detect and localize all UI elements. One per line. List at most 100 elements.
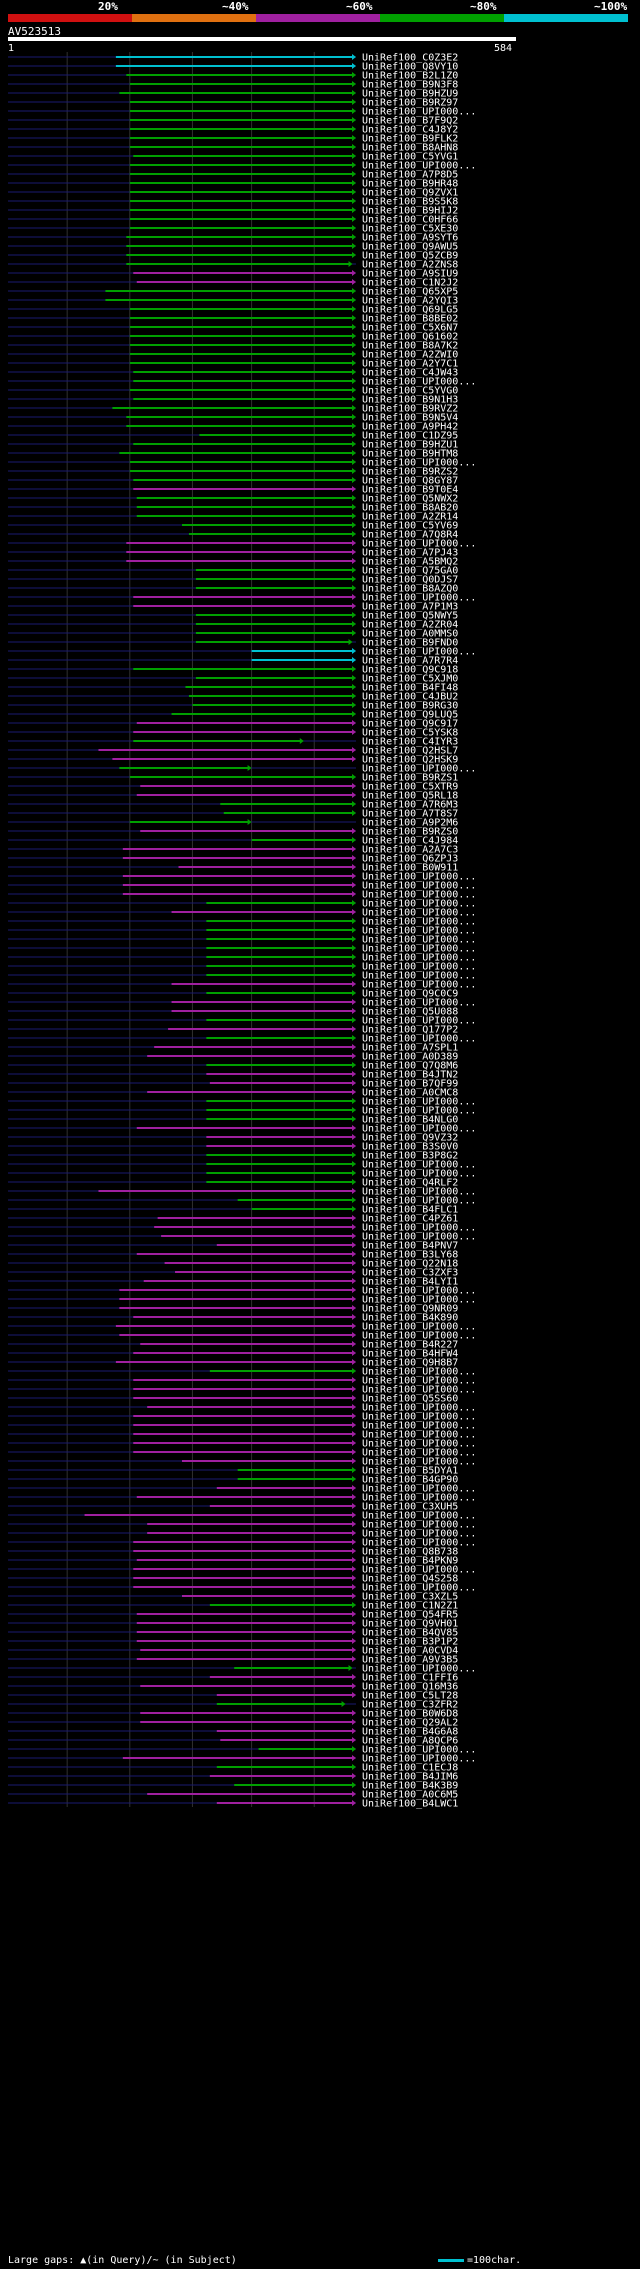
hit-label[interactable]: UniRef100_UPI000... (362, 926, 476, 937)
hit-label[interactable]: UniRef100_UPI000... (362, 962, 476, 973)
hit-label[interactable]: UniRef100_A0CMC8 (362, 1088, 458, 1099)
hit-label[interactable]: UniRef100_UPI000... (362, 1538, 476, 1549)
hit-label[interactable]: UniRef100_Q5RL18 (362, 791, 458, 802)
hit-label[interactable]: UniRef100_UPI000... (362, 1187, 476, 1198)
hit-label[interactable]: UniRef100_UPI000... (362, 890, 476, 901)
hit-label[interactable]: UniRef100_A5BMQ2 (362, 557, 458, 568)
hit-label[interactable]: UniRef100_UPI000... (362, 647, 476, 658)
hit-label[interactable]: UniRef100_C0Z3E2 (362, 53, 458, 64)
hit-label[interactable]: UniRef100_Q9C917 (362, 719, 458, 730)
hit-label[interactable]: UniRef100_A7PJ43 (362, 548, 458, 559)
hit-label[interactable]: UniRef100_B9FLK2 (362, 134, 458, 145)
hit-label[interactable]: UniRef100_Q2HSL7 (362, 746, 458, 757)
hit-label[interactable]: UniRef100_Q8GY87 (362, 476, 458, 487)
hit-label[interactable]: UniRef100_Q5NWX2 (362, 494, 458, 505)
hit-label[interactable]: UniRef100_UPI000... (362, 107, 476, 118)
hit-label[interactable]: UniRef100_B9RZS2 (362, 467, 458, 478)
hit-label[interactable]: UniRef100_Q65XP5 (362, 287, 458, 298)
hit-label[interactable]: UniRef100_Q5U088 (362, 1007, 458, 1018)
hit-label[interactable]: UniRef100_Q9VH01 (362, 1619, 458, 1630)
hit-label[interactable]: UniRef100_C4IYR3 (362, 737, 458, 748)
hit-label[interactable]: UniRef100_A2ZWI0 (362, 350, 458, 361)
hit-label[interactable]: UniRef100_B8AZQ0 (362, 584, 458, 595)
hit-label[interactable]: UniRef100_C1N2J2 (362, 278, 458, 289)
hit-label[interactable]: UniRef100_A7R7R4 (362, 656, 458, 667)
hit-label[interactable]: UniRef100_B4G6A8 (362, 1727, 458, 1738)
hit-label[interactable]: UniRef100_UPI000... (362, 1448, 476, 1459)
hit-label[interactable]: UniRef100_B4JTN2 (362, 1070, 458, 1081)
hit-label[interactable]: UniRef100_C4PZ61 (362, 1214, 458, 1225)
hit-label[interactable]: UniRef100_UPI000... (362, 998, 476, 1009)
hit-label[interactable]: UniRef100_UPI000... (362, 458, 476, 469)
hit-label[interactable]: UniRef100_UPI000... (362, 377, 476, 388)
hit-label[interactable]: UniRef100_Q6ZPJ3 (362, 854, 458, 865)
hit-label[interactable]: UniRef100_B4HFW4 (362, 1349, 458, 1360)
hit-label[interactable]: UniRef100_C1DZ95 (362, 431, 458, 442)
hit-label[interactable]: UniRef100_B9S5K8 (362, 197, 458, 208)
hit-label[interactable]: UniRef100_C4JBU2 (362, 692, 458, 703)
hit-label[interactable]: UniRef100_UPI000... (362, 1439, 476, 1450)
hit-label[interactable]: UniRef100_C5YVG0 (362, 386, 458, 397)
hit-label[interactable]: UniRef100_C4J984 (362, 836, 458, 847)
hit-label[interactable]: UniRef100_B8AB20 (362, 503, 458, 514)
hit-label[interactable]: UniRef100_B7QF99 (362, 1079, 458, 1090)
hit-label[interactable]: UniRef100_B4QV85 (362, 1628, 458, 1639)
hit-label[interactable]: UniRef100_B3P1P2 (362, 1637, 458, 1648)
hit-label[interactable]: UniRef100_UPI000... (362, 980, 476, 991)
hit-label[interactable]: UniRef100_B4FLC1 (362, 1205, 458, 1216)
hit-label[interactable]: UniRef100_UPI000... (362, 1385, 476, 1396)
hit-label[interactable]: UniRef100_B3P8G2 (362, 1151, 458, 1162)
hit-label[interactable]: UniRef100_Q5NWY5 (362, 611, 458, 622)
hit-label[interactable]: UniRef100_A0C6M5 (362, 1790, 458, 1801)
hit-label[interactable]: UniRef100_UPI000... (362, 1331, 476, 1342)
hit-label[interactable]: UniRef100_Q4RLF2 (362, 1178, 458, 1189)
hit-label[interactable]: UniRef100_Q9LUQ5 (362, 710, 458, 721)
hit-label[interactable]: UniRef100_UPI000... (362, 1520, 476, 1531)
hit-label[interactable]: UniRef100_B9RG30 (362, 701, 458, 712)
hit-label[interactable]: UniRef100_B5DYA1 (362, 1466, 458, 1477)
hit-label[interactable]: UniRef100_B9HZU1 (362, 440, 458, 451)
hit-label[interactable]: UniRef100_Q9NR09 (362, 1304, 458, 1315)
hit-label[interactable]: UniRef100_Q8VY10 (362, 62, 458, 73)
hit-label[interactable]: UniRef100_UPI000... (362, 161, 476, 172)
hit-label[interactable]: UniRef100_B3LY68 (362, 1250, 458, 1261)
hit-label[interactable]: UniRef100_Q54FR5 (362, 1610, 458, 1621)
hit-label[interactable]: UniRef100_A7T8S7 (362, 809, 458, 820)
hit-label[interactable]: UniRef100_UPI000... (362, 899, 476, 910)
hit-label[interactable]: UniRef100_B0W6D8 (362, 1709, 458, 1720)
hit-label[interactable]: UniRef100_B8BE02 (362, 314, 458, 325)
hit-label[interactable]: UniRef100_C5XJM0 (362, 674, 458, 685)
hit-label[interactable]: UniRef100_UPI000... (362, 1745, 476, 1756)
hit-label[interactable]: UniRef100_UPI000... (362, 1295, 476, 1306)
hit-label[interactable]: UniRef100_UPI000... (362, 1421, 476, 1432)
hit-label[interactable]: UniRef100_Q2HSK9 (362, 755, 458, 766)
hit-label[interactable]: UniRef100_A0CVD4 (362, 1646, 458, 1657)
hit-label[interactable]: UniRef100_UPI000... (362, 1529, 476, 1540)
hit-label[interactable]: UniRef100_B9T0E4 (362, 485, 458, 496)
hit-label[interactable]: UniRef100_C3XUH5 (362, 1502, 458, 1513)
hit-label[interactable]: UniRef100_UPI000... (362, 1367, 476, 1378)
hit-label[interactable]: UniRef100_C0HF66 (362, 215, 458, 226)
hit-label[interactable]: UniRef100_UPI000... (362, 764, 476, 775)
hit-label[interactable]: UniRef100_B7F9Q2 (362, 116, 458, 127)
hit-label[interactable]: UniRef100_A2ZR14 (362, 512, 458, 523)
hit-label[interactable]: UniRef100_C3XZL5 (362, 1592, 458, 1603)
hit-label[interactable]: UniRef100_Q22N18 (362, 1259, 458, 1270)
hit-label[interactable]: UniRef100_UPI000... (362, 1106, 476, 1117)
hit-label[interactable]: UniRef100_C5YV69 (362, 521, 458, 532)
hit-label[interactable]: UniRef100_UPI000... (362, 971, 476, 982)
hit-label[interactable]: UniRef100_Q0DJS7 (362, 575, 458, 586)
hit-label[interactable]: UniRef100_UPI000... (362, 1223, 476, 1234)
hit-label[interactable]: UniRef100_Q9C0C9 (362, 989, 458, 1000)
hit-label[interactable]: UniRef100_UPI000... (362, 1493, 476, 1504)
hit-label[interactable]: UniRef100_A7P1M3 (362, 602, 458, 613)
hit-label[interactable]: UniRef100_A2A7C3 (362, 845, 458, 856)
hit-label[interactable]: UniRef100_C5LT28 (362, 1691, 458, 1702)
hit-label[interactable]: UniRef100_Q5ZCB9 (362, 251, 458, 262)
hit-label[interactable]: UniRef100_B4PKN9 (362, 1556, 458, 1567)
hit-label[interactable]: UniRef100_UPI000... (362, 1097, 476, 1108)
hit-label[interactable]: UniRef100_UPI000... (362, 1034, 476, 1045)
hit-label[interactable]: UniRef100_C1FFI6 (362, 1673, 458, 1684)
hit-label[interactable]: UniRef100_Q29AL2 (362, 1718, 458, 1729)
hit-label[interactable]: UniRef100_A2ZR04 (362, 620, 458, 631)
